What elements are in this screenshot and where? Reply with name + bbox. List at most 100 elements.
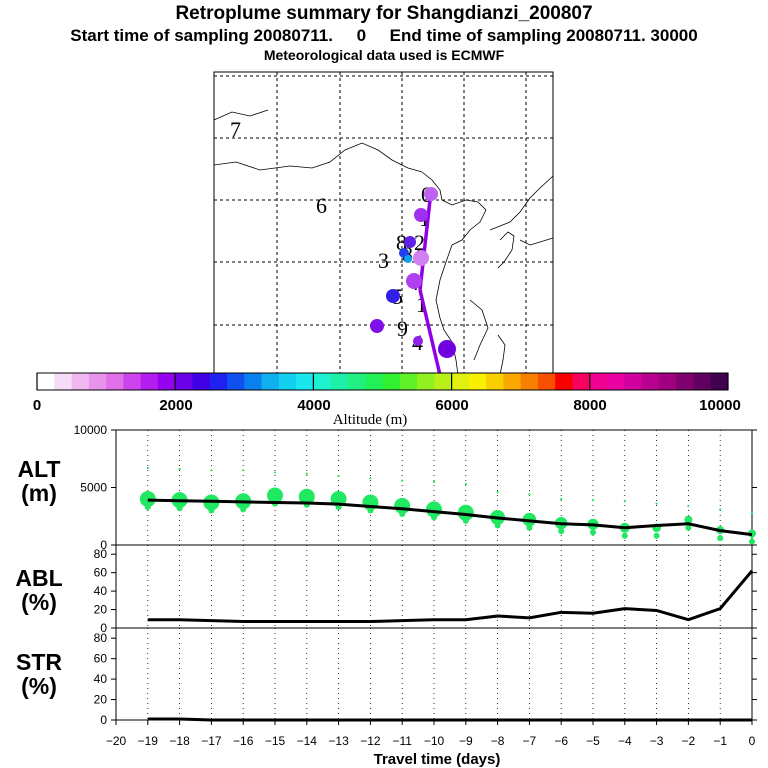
x-axis-label: Travel time (days) bbox=[374, 751, 501, 768]
series-line bbox=[147, 717, 752, 722]
map-day-label: 1 bbox=[416, 292, 427, 317]
altitude-dot bbox=[210, 469, 213, 472]
altitude-dot bbox=[687, 504, 690, 507]
x-tick-label: 0 bbox=[749, 734, 756, 748]
altitude-dot bbox=[178, 468, 181, 471]
altitude-dot bbox=[558, 528, 565, 535]
x-tick-label: −20 bbox=[106, 734, 127, 748]
altitude-dot bbox=[369, 477, 372, 480]
y-tick-label: 20 bbox=[94, 693, 108, 707]
colorbar-swatch bbox=[641, 373, 660, 390]
colorbar-tick-label: 2000 bbox=[159, 397, 192, 414]
plume-markers bbox=[370, 187, 456, 376]
country-borders bbox=[213, 109, 554, 376]
altitude-dot bbox=[719, 508, 722, 511]
altitude-dot bbox=[464, 482, 467, 486]
altitude-dot bbox=[457, 504, 474, 521]
map-day-label: 6 bbox=[316, 193, 327, 218]
altitude-dot bbox=[560, 497, 563, 501]
map-frame bbox=[213, 71, 554, 376]
altitude-dot bbox=[298, 488, 315, 505]
map-day-label: 3 bbox=[378, 248, 389, 273]
altitude-dot bbox=[749, 538, 755, 545]
x-tick-label: −10 bbox=[424, 734, 445, 748]
altitude-dot bbox=[267, 487, 283, 504]
altitude-dot bbox=[496, 491, 499, 494]
colorbar-swatch bbox=[140, 373, 159, 390]
x-tick-label: −17 bbox=[201, 734, 222, 748]
plume-marker bbox=[406, 273, 422, 289]
colorbar-swatch bbox=[365, 373, 383, 390]
x-tick-label: −4 bbox=[618, 734, 632, 748]
colorbar-swatch bbox=[192, 373, 211, 390]
colorbar-tick-label: 8000 bbox=[573, 397, 606, 414]
colorbar-swatch bbox=[572, 373, 591, 390]
x-tick-label: −7 bbox=[523, 734, 537, 748]
altitude-dot bbox=[685, 524, 692, 531]
x-tick-label: −8 bbox=[491, 734, 505, 748]
y-tick-label: 60 bbox=[94, 566, 108, 580]
colorbar-swatch bbox=[227, 373, 245, 390]
altitude-dot bbox=[273, 471, 277, 474]
altitude-dot bbox=[591, 499, 595, 502]
colorbar-swatch bbox=[417, 373, 435, 390]
plume-marker bbox=[370, 319, 384, 333]
colorbar-swatch bbox=[658, 373, 677, 390]
colorbar-swatch bbox=[157, 373, 176, 390]
x-tick-label: −15 bbox=[265, 734, 286, 748]
panel-str: 80 60 40 20 0 bbox=[94, 627, 757, 727]
x-tick-label: −5 bbox=[586, 734, 600, 748]
y-tick-label: 40 bbox=[94, 584, 108, 598]
y-tick-label: 80 bbox=[94, 631, 108, 645]
plume-marker bbox=[386, 289, 400, 303]
met-data-label: Meteorological data used is ECMWF bbox=[263, 47, 505, 63]
colorbar-tick-label: 0 bbox=[33, 397, 41, 414]
map-grid bbox=[214, 72, 553, 375]
altitude-dot bbox=[242, 469, 245, 472]
colorbar-swatch bbox=[676, 373, 694, 390]
plume-marker bbox=[424, 187, 438, 201]
plume-marker bbox=[404, 255, 412, 263]
colorbar-swatch bbox=[382, 373, 401, 390]
colorbar-swatch bbox=[434, 373, 453, 390]
chart-title: Retroplume summary for Shangdianzi_20080… bbox=[175, 3, 593, 24]
colorbar-tick-label: 10000 bbox=[699, 397, 741, 414]
colorbar-tick-label: 6000 bbox=[435, 397, 468, 414]
plume-marker bbox=[413, 336, 423, 346]
altitude-dot bbox=[623, 500, 626, 503]
x-tick-label: −19 bbox=[138, 734, 159, 748]
x-tick-label: −1 bbox=[713, 734, 727, 748]
altitude-dot bbox=[655, 502, 658, 505]
colorbar-swatch bbox=[37, 373, 55, 390]
altitude-dot bbox=[526, 524, 533, 531]
colorbar-swatch bbox=[589, 373, 608, 390]
y-tick-label: 0 bbox=[100, 621, 107, 635]
altitude-dot bbox=[750, 511, 754, 514]
alt-label-top: ALT bbox=[17, 456, 61, 482]
altitude-dot bbox=[621, 532, 628, 539]
colorbar-swatch bbox=[313, 373, 332, 390]
colorbar-swatch bbox=[71, 373, 90, 390]
x-tick-label: −2 bbox=[682, 734, 696, 748]
plume-marker bbox=[438, 340, 456, 358]
colorbar-swatch bbox=[209, 373, 228, 390]
map-day-label: 7 bbox=[230, 117, 241, 142]
map-day-label: 2 bbox=[414, 230, 425, 255]
colorbar-swatch bbox=[123, 373, 142, 390]
x-tick-label: −13 bbox=[328, 734, 349, 748]
altitude-dot bbox=[139, 491, 156, 507]
altitude-dot bbox=[240, 506, 247, 513]
colorbar-swatch bbox=[106, 373, 124, 390]
colorbar-swatch bbox=[261, 373, 280, 390]
altitude-dot bbox=[337, 474, 340, 478]
colorbar-swatch bbox=[503, 373, 522, 390]
altitude-dot bbox=[144, 504, 151, 511]
plume-marker bbox=[414, 208, 428, 222]
x-tick-label: −14 bbox=[297, 734, 318, 748]
colorbar-swatch bbox=[537, 373, 556, 390]
colorbar-swatch bbox=[54, 373, 73, 390]
x-tick-label: −6 bbox=[554, 734, 568, 748]
panel-abl: 80 60 40 20 0 bbox=[94, 544, 757, 635]
colorbar-swatch bbox=[244, 373, 263, 390]
